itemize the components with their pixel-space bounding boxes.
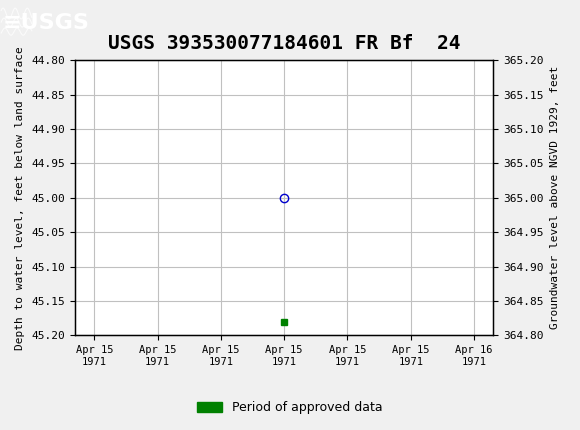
Y-axis label: Groundwater level above NGVD 1929, feet: Groundwater level above NGVD 1929, feet — [550, 66, 560, 329]
Text: ≡USGS: ≡USGS — [3, 12, 90, 33]
Legend: Period of approved data: Period of approved data — [192, 396, 388, 419]
Y-axis label: Depth to water level, feet below land surface: Depth to water level, feet below land su… — [15, 46, 25, 350]
Title: USGS 393530077184601 FR Bf  24: USGS 393530077184601 FR Bf 24 — [108, 34, 461, 53]
